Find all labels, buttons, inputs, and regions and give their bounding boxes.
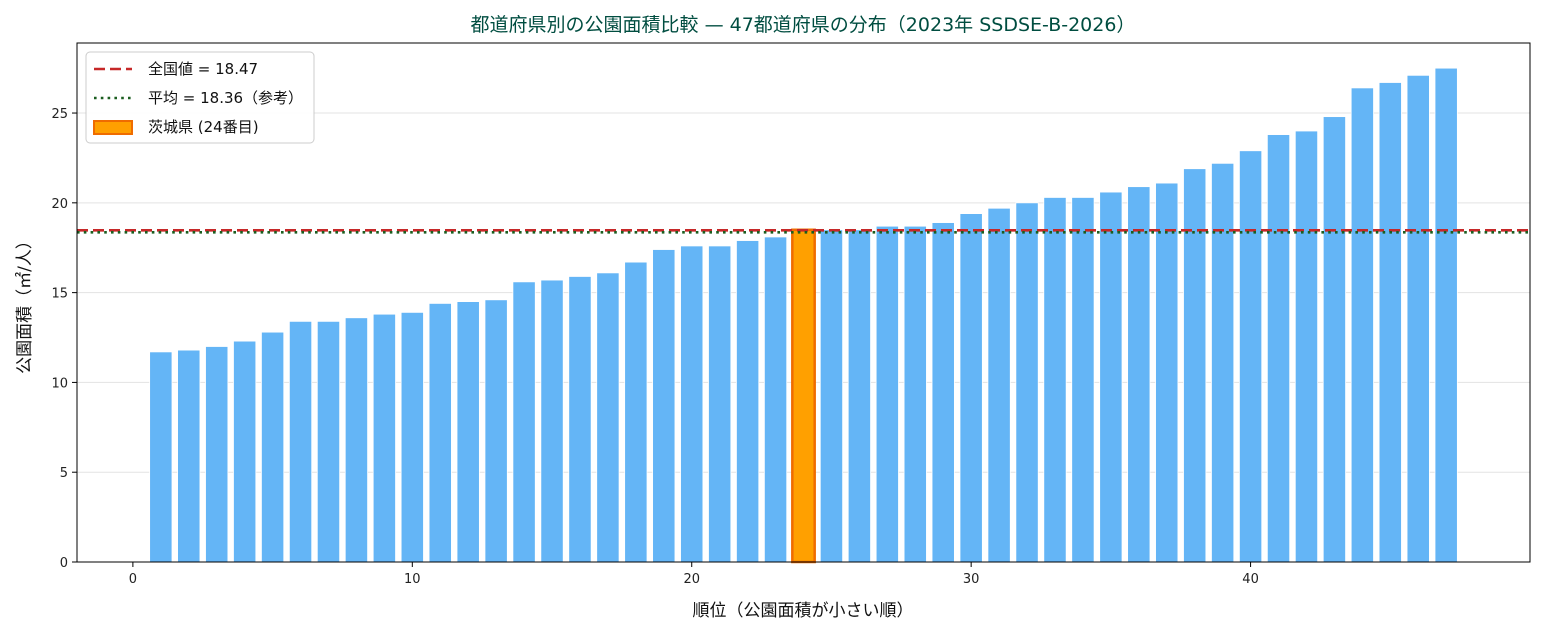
bar (512, 281, 536, 563)
bar (233, 340, 257, 563)
bar (1155, 182, 1179, 563)
legend-label: 茨城県 (24番目) (148, 118, 259, 136)
bar (903, 225, 927, 563)
bar (959, 213, 983, 563)
bar (372, 313, 396, 563)
bar (261, 331, 285, 563)
bar (1378, 82, 1402, 563)
x-tick-label: 0 (129, 572, 137, 587)
bar (1183, 168, 1207, 563)
y-tick-label: 10 (51, 376, 68, 391)
bar (931, 222, 955, 563)
bar (428, 302, 452, 563)
legend-frame (85, 51, 315, 144)
bar (763, 236, 788, 563)
bar (736, 240, 760, 563)
bar (568, 276, 592, 563)
x-tick-label: 30 (963, 572, 980, 587)
bar (624, 261, 648, 563)
x-axis-ticks: 0 10 20 30 40 (129, 562, 1259, 587)
bar (484, 299, 508, 563)
x-axis-label: 順位（公園面積が小さい順） (693, 601, 914, 621)
bar (875, 225, 899, 563)
bar (1071, 197, 1095, 563)
legend: 全国値 = 18.47 平均 = 18.36（参考） 茨城県 (24番目) (85, 51, 315, 144)
x-tick-label: 40 (1242, 572, 1259, 587)
bar (596, 272, 620, 563)
y-axis-ticks: 0 5 10 15 20 25 (51, 107, 77, 571)
bar (288, 320, 313, 563)
legend-swatch-patch (93, 120, 133, 135)
bars (149, 67, 1458, 564)
x-tick-label: 20 (683, 572, 700, 587)
bar (708, 245, 732, 563)
bar (847, 229, 871, 563)
bar (149, 351, 173, 563)
y-tick-label: 20 (51, 197, 68, 212)
bar (1043, 197, 1067, 563)
bar (1294, 130, 1319, 563)
y-axis-label: 公園面積（㎡/人） (15, 232, 35, 374)
bar (344, 317, 369, 563)
bar-highlight (791, 228, 816, 564)
y-tick-label: 15 (51, 287, 68, 302)
chart-title: 都道府県別の公園面積比較 — 47都道府県の分布（2023年 SSDSE-B-2… (471, 14, 1136, 36)
bar (540, 279, 564, 563)
bar (819, 229, 844, 563)
bar (987, 207, 1011, 563)
bar (177, 349, 201, 563)
bar (1406, 74, 1430, 563)
bar (1211, 162, 1235, 563)
bar (680, 245, 704, 563)
y-tick-label: 0 (60, 556, 68, 571)
bar (1434, 67, 1458, 563)
bar (1015, 202, 1039, 563)
x-tick-label: 10 (404, 572, 421, 587)
bar (456, 301, 480, 563)
bar (1322, 116, 1346, 563)
bar (652, 249, 676, 563)
bar (205, 346, 229, 563)
legend-label: 平均 = 18.36（参考） (148, 89, 303, 107)
bar (316, 320, 341, 563)
bar (1350, 87, 1374, 563)
legend-label: 全国値 = 18.47 (148, 60, 258, 78)
bar (400, 311, 424, 563)
reference-lines (77, 229, 1530, 234)
plot-area-frame (76, 42, 1531, 563)
y-tick-label: 25 (51, 107, 68, 122)
bar (1239, 150, 1263, 563)
bar (1266, 134, 1291, 563)
bar (1127, 186, 1151, 563)
y-tick-label: 5 (60, 466, 68, 481)
bar (1099, 191, 1123, 563)
